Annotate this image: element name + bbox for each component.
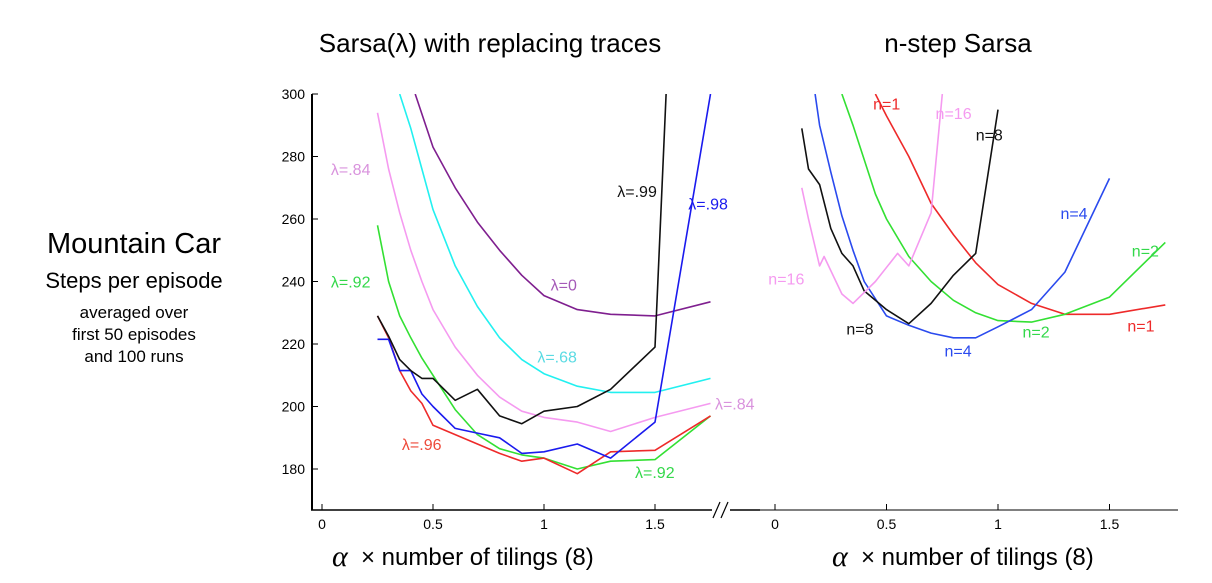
series-annotation: n=1: [873, 96, 900, 113]
averaging-note: averaged over first 50 episodes and 100 …: [0, 302, 268, 368]
series-annotation: λ=.92: [331, 275, 371, 292]
x-tick-label: 0: [771, 516, 779, 532]
series-annotation: n=1: [1127, 318, 1154, 335]
left-ticks: 0 0.5 1 1.5 180 200 220 240 260 280 300: [282, 86, 665, 532]
note-line: averaged over: [79, 303, 189, 322]
left-x-axis-label: α × number of tilings (8): [332, 540, 594, 573]
left-panel-title: Sarsa(λ) with replacing traces: [319, 28, 661, 58]
series-annotation: λ=0: [551, 278, 577, 295]
series-annotation: n=8: [976, 128, 1003, 145]
alpha-symbol: α: [332, 540, 349, 573]
metric-subtitle: Steps per episode: [45, 268, 223, 293]
y-tick-label: 180: [282, 461, 306, 477]
series-annotation: λ=.92: [635, 465, 675, 482]
x-tick-label: 0.5: [877, 516, 897, 532]
series-annotation: n=4: [944, 343, 971, 360]
series-annotation: λ=.99: [617, 184, 657, 201]
note-line: and 100 runs: [84, 347, 184, 366]
series-line-99: [376, 94, 667, 425]
x-axis-label-text: × number of tilings (8): [361, 544, 594, 571]
y-tick-label: 200: [282, 399, 306, 415]
y-tick-label: 260: [282, 211, 306, 227]
axis-break-mark: [712, 500, 730, 520]
left-annotations: λ=.84 λ=.92 λ=0 λ=.68 λ=.99 λ=.98 λ=.84 λ=.96 λ=…: [331, 162, 755, 482]
right-series-group: [801, 94, 1166, 339]
y-tick-label: 280: [282, 149, 306, 165]
series-annotation: n=16: [768, 271, 804, 288]
x-tick-label: 0.5: [423, 516, 443, 532]
series-line-68: [398, 94, 711, 394]
series-line-n16: [801, 94, 944, 305]
right-panel-title: n-step Sarsa: [884, 28, 1032, 58]
series-annotation: λ=.98: [688, 196, 728, 213]
series-annotation: λ=.84: [331, 162, 371, 179]
note-line: first 50 episodes: [72, 325, 196, 344]
series-annotation: n=2: [1132, 243, 1159, 260]
series-line-n1: [874, 94, 1166, 316]
series-line-98: [377, 94, 712, 459]
y-tick-label: 220: [282, 336, 306, 352]
series-annotation: n=8: [846, 321, 873, 338]
series-annotation: n=2: [1023, 325, 1050, 342]
series-annotation: λ=.96: [402, 437, 442, 454]
x-tick-label: 1: [540, 516, 548, 532]
x-tick-label: 1: [994, 516, 1002, 532]
x-tick-label: 1.5: [645, 516, 665, 532]
y-tick-label: 300: [282, 86, 306, 102]
series-annotation: λ=.84: [715, 396, 755, 413]
series-line-n8: [801, 109, 999, 325]
x-tick-label: 0: [318, 516, 326, 532]
x-tick-label: 1.5: [1100, 516, 1120, 532]
series-line-96: [376, 315, 711, 475]
left-series-group: [376, 94, 712, 475]
series-annotation: λ=.68: [537, 350, 577, 367]
x-axis-label-text: × number of tilings (8): [861, 544, 1094, 571]
series-line-92: [376, 225, 711, 470]
series-line-n2: [841, 94, 1166, 323]
series-line-84: [376, 112, 711, 433]
right-ticks: 0 0.5 1 1.5: [771, 504, 1119, 532]
alpha-symbol: α: [832, 540, 849, 573]
environment-title: Mountain Car: [46, 228, 222, 260]
right-x-axis-label: α × number of tilings (8): [832, 540, 1094, 573]
y-tick-label: 240: [282, 274, 306, 290]
right-annotations: n=1n=16n=8n=4n=2n=16n=8n=4n=2 n=1: [768, 96, 1159, 360]
series-annotation: n=16: [936, 106, 972, 123]
series-line-n4: [814, 94, 1111, 339]
series-annotation: n=4: [1060, 206, 1087, 223]
series-line-0: [414, 94, 711, 317]
